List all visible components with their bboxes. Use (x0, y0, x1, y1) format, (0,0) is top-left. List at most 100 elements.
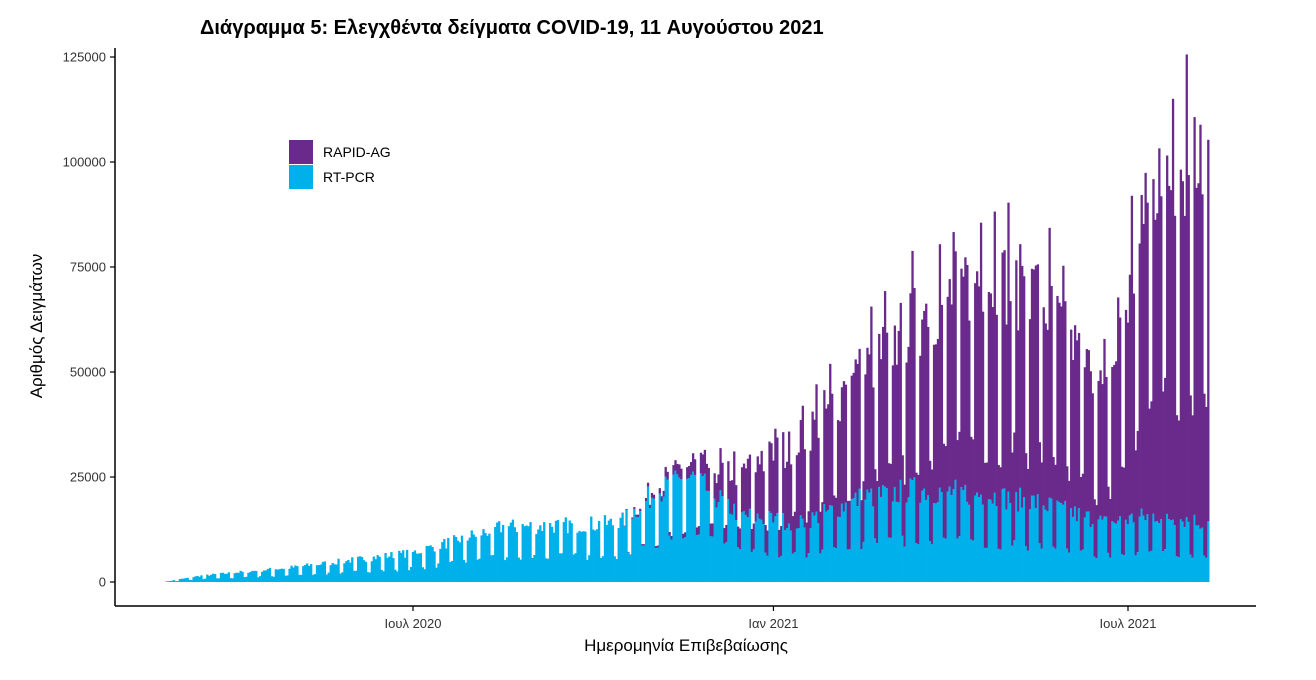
bar-rapid-ag (1181, 181, 1185, 522)
bar-rt-pcr (290, 565, 293, 582)
bar-rt-pcr (1195, 525, 1198, 582)
bar-rt-pcr (286, 575, 289, 582)
bar-rt-pcr (989, 499, 993, 582)
y-tick-label: 75000 (70, 260, 106, 275)
bar-rt-pcr (952, 489, 955, 582)
bar-rapid-ag (797, 452, 801, 529)
bar-rt-pcr (977, 497, 981, 582)
bar-rapid-ag (623, 525, 626, 527)
bar-rt-pcr (880, 496, 883, 582)
bar-rt-pcr (239, 570, 242, 582)
bar-rt-pcr (421, 567, 424, 582)
bar-rt-pcr (1068, 552, 1071, 582)
bar-rapid-ag (1115, 361, 1118, 524)
bar-rapid-ag (1193, 117, 1196, 515)
bar-rt-pcr (482, 529, 485, 582)
bar-rapid-ag (690, 462, 693, 475)
bar-rt-pcr (449, 562, 452, 582)
bar-rapid-ag (915, 472, 918, 544)
bar-rapid-ag (727, 461, 730, 500)
bar-rapid-ag (625, 509, 628, 510)
bar-rt-pcr (454, 536, 458, 582)
bar-rt-pcr (972, 540, 975, 582)
bar-rt-pcr (625, 509, 628, 582)
bar-rapid-ag (713, 473, 716, 499)
bar-rt-pcr (1107, 552, 1110, 582)
bar-rt-pcr (343, 563, 346, 582)
bar-rt-pcr (170, 580, 174, 582)
bar-rapid-ag (1128, 274, 1132, 516)
bar-rapid-ag (1095, 505, 1098, 559)
bar-rt-pcr (329, 565, 332, 582)
bar-rapid-ag (1103, 338, 1106, 517)
bar-rapid-ag (848, 500, 851, 550)
bar-rt-pcr (752, 549, 756, 582)
bar-rapid-ag (1005, 324, 1008, 510)
bar-rapid-ag (870, 306, 873, 489)
bar-rt-pcr (1081, 549, 1085, 582)
bar-rt-pcr (362, 560, 366, 582)
bar-rt-pcr (427, 546, 430, 582)
bar-rt-pcr (1130, 513, 1134, 582)
bar-rapid-ag (1117, 297, 1120, 521)
bar-rt-pcr (690, 474, 693, 582)
bar-rapid-ag (770, 443, 773, 514)
bar-rt-pcr (713, 498, 716, 582)
bar-rapid-ag (968, 320, 971, 505)
bar-rt-pcr (313, 573, 317, 582)
bar-rt-pcr (801, 518, 804, 582)
bar-rt-pcr (648, 508, 652, 582)
bar-rt-pcr (1146, 514, 1149, 582)
bar-rt-pcr (1187, 521, 1190, 582)
bar-rt-pcr (272, 576, 276, 582)
bar-rapid-ag (1023, 276, 1026, 498)
bar-rt-pcr (464, 562, 468, 582)
bar-rapid-ag (960, 268, 963, 488)
bar-rt-pcr (229, 578, 232, 582)
bar-rapid-ag (827, 404, 830, 510)
bar-rapid-ag (735, 485, 738, 521)
bar-rt-pcr (1175, 556, 1179, 582)
bar-rapid-ag (680, 468, 683, 480)
bar-rt-pcr (409, 567, 413, 582)
bar-rapid-ag (993, 211, 996, 493)
bar-rt-pcr (1124, 519, 1128, 582)
bar-rt-pcr (405, 549, 409, 582)
y-tick-label: 50000 (70, 365, 106, 380)
bar-rt-pcr (509, 522, 513, 582)
bar-rapid-ag (1189, 395, 1192, 555)
bar-rt-pcr (823, 504, 826, 582)
bar-rapid-ag (1107, 486, 1110, 553)
bar-rapid-ag (897, 330, 900, 503)
bar-rt-pcr (390, 552, 393, 582)
bar-rapid-ag (1034, 265, 1038, 509)
bar-rt-pcr (317, 565, 321, 582)
bar-rapid-ag (1060, 306, 1063, 504)
bar-rt-pcr (676, 474, 679, 582)
bar-rt-pcr (264, 570, 268, 582)
bar-rt-pcr (742, 511, 746, 582)
bar-rt-pcr (637, 517, 640, 582)
bar-rt-pcr (850, 499, 853, 582)
bar-rt-pcr (501, 524, 505, 582)
bar-rt-pcr (1071, 516, 1075, 582)
bar-rt-pcr (447, 537, 450, 582)
bar-rt-pcr (1154, 521, 1157, 582)
bar-rt-pcr (494, 526, 497, 582)
bar-rapid-ag (644, 497, 648, 502)
bar-rt-pcr (848, 549, 851, 582)
bar-rt-pcr (1171, 519, 1175, 582)
bar-rt-pcr (337, 558, 340, 582)
bar-rt-pcr (666, 479, 669, 582)
bar-rt-pcr (646, 486, 650, 582)
bar-rapid-ag (750, 528, 754, 552)
bar-rapid-ag (793, 511, 797, 552)
bar-rt-pcr (431, 547, 434, 582)
bar-rt-pcr (1017, 511, 1020, 582)
bar-rapid-ag (1105, 376, 1108, 517)
bar-rt-pcr (484, 533, 487, 582)
chart-title: Διάγραμμα 5: Ελεγχθέντα δείγματα COVID-1… (200, 17, 824, 39)
bar-rapid-ag (686, 467, 689, 479)
bar-rapid-ag (760, 450, 763, 520)
